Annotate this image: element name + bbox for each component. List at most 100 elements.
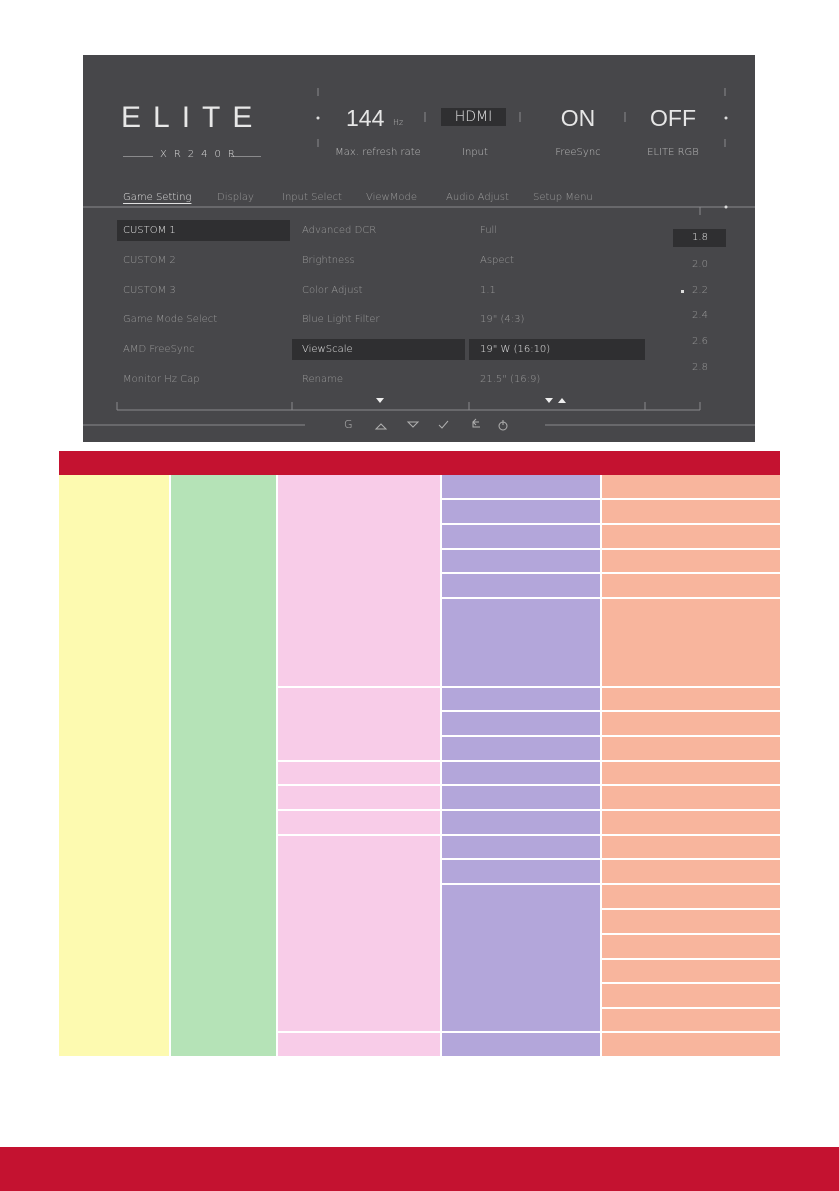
menu-tab: Input Select bbox=[282, 192, 342, 203]
selection bbox=[673, 229, 726, 247]
table-cell bbox=[442, 712, 600, 735]
table-cell bbox=[442, 599, 600, 686]
table-cell bbox=[602, 475, 780, 498]
separators bbox=[83, 88, 755, 426]
menu-tab: Setup Menu bbox=[533, 192, 593, 203]
table-cell bbox=[442, 550, 600, 572]
menu-item: 21.5" (16:9) bbox=[480, 374, 541, 385]
rgb-value: OFF bbox=[650, 105, 696, 131]
menu-item: Blue Light Filter bbox=[302, 314, 380, 325]
menu-item: Brightness bbox=[302, 255, 355, 266]
footer-bar bbox=[0, 1147, 839, 1191]
table-cell bbox=[278, 786, 440, 809]
table-cell bbox=[602, 786, 780, 809]
logo-rule bbox=[123, 156, 153, 157]
menu-item: ViewScale bbox=[302, 344, 353, 355]
gamma-option: 1.8 bbox=[692, 232, 708, 243]
menu-tab: Display bbox=[217, 192, 254, 203]
menu-item: CUSTOM 3 bbox=[123, 285, 176, 296]
gamma-option: 2.4 bbox=[692, 310, 708, 321]
table-cell bbox=[602, 574, 780, 597]
table-cell bbox=[602, 935, 780, 958]
table-cell bbox=[278, 762, 440, 784]
menu-item: Full bbox=[480, 225, 498, 236]
table-cell bbox=[602, 712, 780, 735]
table-cell bbox=[602, 737, 780, 760]
menu-item: Game Mode Select bbox=[123, 314, 218, 325]
selection bbox=[292, 339, 465, 360]
menu-item: Aspect bbox=[480, 255, 514, 266]
selection bbox=[117, 220, 290, 241]
table-cell bbox=[442, 786, 600, 809]
table-cell bbox=[442, 475, 600, 498]
nav-icons bbox=[374, 418, 508, 431]
input-box bbox=[441, 108, 506, 126]
menu-tab: Audio Adjust bbox=[446, 192, 509, 203]
menu-item: AMD FreeSync bbox=[123, 344, 195, 355]
nav-key: G bbox=[344, 418, 353, 431]
table-cell bbox=[602, 525, 780, 548]
gamma-option: 2.0 bbox=[692, 259, 708, 270]
model: XR240R bbox=[160, 149, 242, 160]
status-label: Input bbox=[462, 147, 488, 158]
logo: ELITE bbox=[121, 101, 265, 134]
table-cell bbox=[278, 836, 440, 1031]
menu-tab: ViewMode bbox=[366, 192, 417, 203]
menu-tab: Game Setting bbox=[123, 192, 192, 203]
selection bbox=[469, 339, 645, 360]
table-cell bbox=[602, 984, 780, 1007]
osd-screenshot: ELITE XR240R 144 Hz Max. refresh rate HD… bbox=[83, 55, 755, 442]
table-cell bbox=[442, 737, 600, 760]
table-cell bbox=[602, 1009, 780, 1031]
osd-decor bbox=[83, 88, 755, 431]
table-cell bbox=[442, 525, 600, 548]
table-cell bbox=[602, 860, 780, 883]
table-cell bbox=[278, 688, 440, 760]
table-cell bbox=[602, 885, 780, 908]
table-cell bbox=[278, 1033, 440, 1056]
table-cell bbox=[442, 500, 600, 523]
table-cell bbox=[171, 475, 276, 1056]
table-cell bbox=[442, 860, 600, 883]
menu-item: Rename bbox=[302, 374, 344, 385]
menu-item: 1.1 bbox=[480, 285, 496, 296]
menu-item: Monitor Hz Cap bbox=[123, 374, 200, 385]
table-cell bbox=[278, 475, 440, 686]
refresh-value: 144 bbox=[346, 105, 385, 131]
table-cell bbox=[602, 811, 780, 834]
table-cell bbox=[442, 1033, 600, 1056]
table-header bbox=[59, 451, 780, 475]
table-cell bbox=[59, 475, 169, 1056]
table-cell bbox=[442, 574, 600, 597]
menu-item: 19" W (16:10) bbox=[480, 344, 551, 355]
table-cell bbox=[602, 550, 780, 572]
menu-item: Advanced DCR bbox=[302, 225, 377, 236]
gamma-option: 2.6 bbox=[692, 336, 708, 347]
status-label: FreeSync bbox=[555, 147, 601, 158]
table-cell bbox=[442, 885, 600, 1031]
table-cell bbox=[602, 762, 780, 784]
gamma-option: 2.8 bbox=[692, 362, 708, 373]
table-cell bbox=[602, 599, 780, 686]
table-cell bbox=[602, 688, 780, 710]
menu-item: CUSTOM 1 bbox=[123, 225, 176, 236]
table-cell bbox=[278, 811, 440, 834]
status-label: ELITE RGB bbox=[647, 147, 699, 158]
input-value: HDMI bbox=[454, 109, 493, 125]
table-cell bbox=[442, 811, 600, 834]
logo-rule bbox=[231, 156, 261, 157]
table-cell bbox=[602, 910, 780, 933]
menu-item: CUSTOM 2 bbox=[123, 255, 176, 266]
freesync-value: ON bbox=[560, 105, 596, 131]
scroll-arrows bbox=[376, 398, 566, 403]
table-cell bbox=[602, 960, 780, 982]
table-cell bbox=[442, 762, 600, 784]
table-cell bbox=[442, 688, 600, 710]
table-cell bbox=[602, 1033, 780, 1056]
menu-item: Color Adjust bbox=[302, 285, 363, 296]
table-cell bbox=[602, 836, 780, 858]
refresh-unit: Hz bbox=[393, 118, 404, 127]
gamma-option: 2.2 bbox=[692, 285, 708, 296]
table-cell bbox=[602, 500, 780, 523]
